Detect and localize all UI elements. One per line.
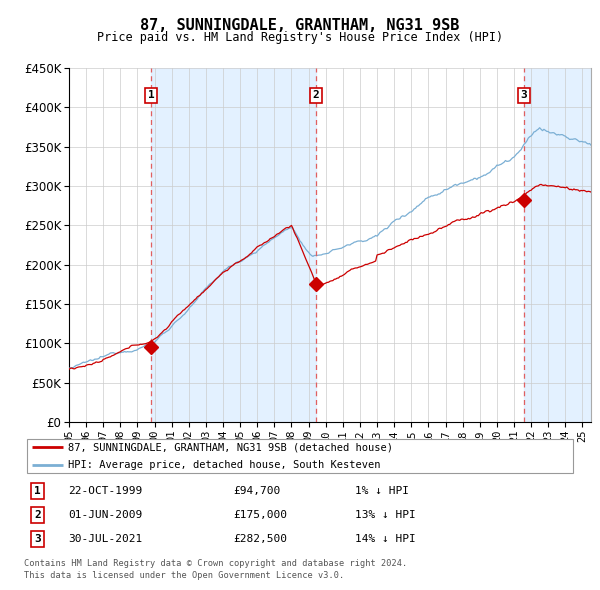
- Text: 1: 1: [34, 486, 41, 496]
- Text: This data is licensed under the Open Government Licence v3.0.: This data is licensed under the Open Gov…: [24, 571, 344, 580]
- Text: 2: 2: [313, 90, 319, 100]
- Text: 2: 2: [34, 510, 41, 520]
- Text: 14% ↓ HPI: 14% ↓ HPI: [355, 535, 416, 544]
- Text: 87, SUNNINGDALE, GRANTHAM, NG31 9SB (detached house): 87, SUNNINGDALE, GRANTHAM, NG31 9SB (det…: [68, 442, 393, 453]
- Text: 1: 1: [148, 90, 155, 100]
- Text: £282,500: £282,500: [234, 535, 288, 544]
- Text: 01-JUN-2009: 01-JUN-2009: [68, 510, 142, 520]
- Text: 87, SUNNINGDALE, GRANTHAM, NG31 9SB: 87, SUNNINGDALE, GRANTHAM, NG31 9SB: [140, 18, 460, 32]
- Text: HPI: Average price, detached house, South Kesteven: HPI: Average price, detached house, Sout…: [68, 460, 380, 470]
- Text: 22-OCT-1999: 22-OCT-1999: [68, 486, 142, 496]
- Text: £94,700: £94,700: [234, 486, 281, 496]
- Text: Price paid vs. HM Land Registry's House Price Index (HPI): Price paid vs. HM Land Registry's House …: [97, 31, 503, 44]
- Bar: [524, 68, 591, 422]
- Text: £175,000: £175,000: [234, 510, 288, 520]
- Text: 13% ↓ HPI: 13% ↓ HPI: [355, 510, 416, 520]
- Text: 3: 3: [521, 90, 527, 100]
- Text: 30-JUL-2021: 30-JUL-2021: [68, 535, 142, 544]
- Text: 3: 3: [34, 535, 41, 544]
- Bar: [151, 68, 316, 422]
- Text: 1% ↓ HPI: 1% ↓ HPI: [355, 486, 409, 496]
- Text: Contains HM Land Registry data © Crown copyright and database right 2024.: Contains HM Land Registry data © Crown c…: [24, 559, 407, 568]
- FancyBboxPatch shape: [27, 438, 573, 473]
